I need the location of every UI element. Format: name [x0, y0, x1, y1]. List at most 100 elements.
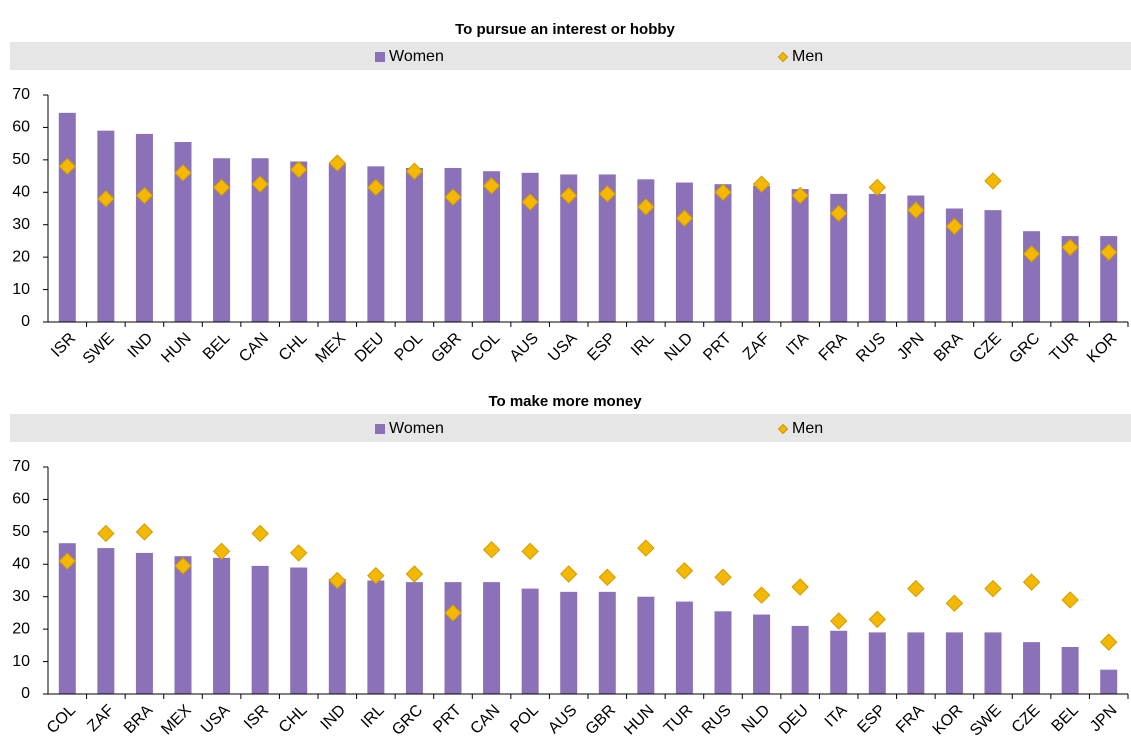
- women-bar: [675, 601, 693, 694]
- men-marker: [752, 175, 771, 193]
- x-tick-label: USA: [198, 702, 234, 736]
- x-tick-label: SWE: [967, 702, 1005, 736]
- legend-swatch: [375, 52, 385, 62]
- x-tick-label: KOR: [930, 702, 967, 736]
- men-marker: [405, 162, 424, 180]
- women-bar: [753, 614, 771, 694]
- y-tick-label: 20: [12, 620, 30, 637]
- x-tick-label: DEU: [776, 702, 812, 736]
- x-tick-label: DEU: [352, 330, 388, 366]
- legend-swatch: [777, 51, 789, 63]
- women-bar: [251, 158, 269, 322]
- men-marker: [290, 544, 308, 562]
- men-marker: [791, 578, 809, 596]
- women-bar: [290, 161, 308, 322]
- men-marker: [830, 612, 848, 630]
- x-tick-label: JPN: [1087, 702, 1120, 735]
- women-bar: [251, 565, 269, 694]
- x-tick-label: ESP: [584, 330, 619, 365]
- x-tick-label: BRA: [931, 330, 967, 366]
- x-tick-label: FRA: [816, 330, 851, 365]
- x-tick-label: CHL: [276, 330, 311, 365]
- men-marker: [405, 565, 424, 583]
- women-bar: [444, 167, 462, 322]
- women-bar: [598, 174, 616, 322]
- women-bar: [1023, 642, 1041, 694]
- x-tick-label: CAN: [236, 330, 272, 366]
- women-bar: [483, 171, 501, 322]
- women-bar: [830, 630, 848, 694]
- x-tick-label: JPN: [894, 330, 927, 363]
- x-tick-label: IRL: [358, 702, 388, 732]
- women-bar: [405, 582, 423, 694]
- x-tick-label: KOR: [1084, 330, 1121, 367]
- men-marker: [251, 524, 269, 543]
- legend-band: [10, 414, 1131, 442]
- women-bar: [97, 130, 115, 322]
- men-marker: [212, 178, 231, 197]
- y-tick-label: 50: [12, 151, 30, 168]
- women-bar: [135, 133, 153, 322]
- women-bar: [135, 552, 153, 694]
- men-marker: [984, 172, 1002, 190]
- men-marker: [598, 185, 616, 203]
- men-marker: [675, 562, 694, 580]
- men-marker: [367, 566, 385, 585]
- women-bar: [868, 193, 886, 322]
- x-tick-label: ISR: [48, 330, 79, 361]
- women-bar: [328, 163, 346, 322]
- men-marker: [212, 542, 231, 561]
- x-tick-label: BEL: [1049, 702, 1082, 735]
- women-bar: [868, 632, 886, 694]
- legend-swatch: [777, 423, 789, 435]
- x-tick-label: HUN: [158, 330, 195, 367]
- men-marker: [58, 157, 76, 176]
- x-tick-label: COL: [468, 330, 503, 365]
- y-tick-label: 10: [12, 653, 30, 670]
- men-marker: [752, 586, 771, 604]
- women-bar: [945, 208, 963, 322]
- women-bar: [444, 582, 462, 694]
- women-bar: [791, 625, 809, 694]
- men-marker: [1022, 245, 1041, 263]
- x-tick-label: POL: [392, 330, 427, 365]
- men-marker: [290, 160, 308, 179]
- x-tick-label: HUN: [621, 702, 658, 736]
- x-tick-label: ITA: [822, 702, 851, 731]
- y-tick-label: 50: [12, 523, 30, 540]
- legend-label: Men: [792, 48, 823, 65]
- men-marker: [675, 209, 694, 227]
- men-marker: [444, 604, 462, 622]
- x-tick-label: ESP: [854, 702, 889, 736]
- men-marker: [907, 201, 925, 219]
- x-tick-label: ITA: [783, 330, 812, 359]
- women-bar: [598, 591, 616, 694]
- men-marker: [482, 540, 501, 559]
- men-marker: [521, 193, 539, 211]
- men-marker: [984, 579, 1002, 598]
- men-marker: [945, 217, 964, 236]
- x-tick-label: USA: [545, 330, 581, 366]
- y-tick-label: 70: [12, 86, 30, 103]
- x-tick-label: GBR: [583, 702, 620, 736]
- x-tick-label: CZE: [1009, 702, 1044, 736]
- men-marker: [714, 568, 732, 586]
- women-bar: [675, 182, 693, 322]
- women-bar: [58, 112, 76, 322]
- y-tick-label: 0: [21, 685, 30, 702]
- women-bar: [753, 185, 771, 322]
- women-bar: [405, 167, 423, 322]
- men-marker: [907, 579, 925, 598]
- women-bar: [1100, 236, 1118, 322]
- x-tick-label: PRT: [700, 330, 735, 365]
- men-marker: [1061, 238, 1079, 257]
- men-marker: [174, 164, 192, 182]
- x-tick-label: IND: [125, 330, 157, 362]
- x-tick-label: ZAF: [84, 702, 118, 736]
- women-bar: [367, 166, 385, 322]
- women-bar: [637, 596, 655, 694]
- men-marker: [135, 523, 154, 541]
- y-tick-label: 60: [12, 119, 30, 136]
- y-tick-label: 40: [12, 556, 30, 573]
- x-tick-label: MEX: [158, 702, 195, 736]
